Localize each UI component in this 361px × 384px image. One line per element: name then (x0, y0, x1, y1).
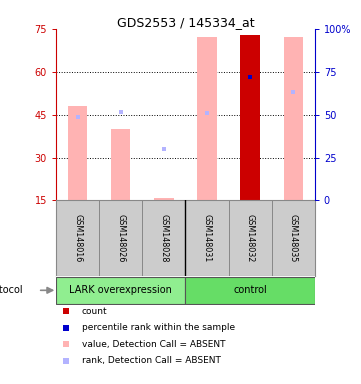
Text: LARK overexpression: LARK overexpression (69, 285, 172, 295)
Bar (154, 198, 174, 200)
Text: percentile rank within the sample: percentile rank within the sample (82, 323, 235, 332)
Bar (111, 129, 130, 200)
Text: GSM148032: GSM148032 (245, 214, 255, 262)
Bar (142, 200, 186, 276)
Text: control: control (233, 285, 267, 295)
Bar (186, 200, 229, 276)
Text: protocol: protocol (0, 285, 22, 295)
Bar (68, 106, 87, 200)
Text: GSM148016: GSM148016 (73, 214, 82, 262)
Text: GSM148031: GSM148031 (203, 214, 212, 262)
Text: GSM148035: GSM148035 (289, 214, 298, 262)
Text: GSM148028: GSM148028 (159, 214, 168, 262)
Bar (56, 200, 99, 276)
Bar (283, 37, 303, 200)
Title: GDS2553 / 145334_at: GDS2553 / 145334_at (117, 16, 254, 29)
Text: value, Detection Call = ABSENT: value, Detection Call = ABSENT (82, 339, 225, 349)
Bar (229, 200, 271, 276)
Text: rank, Detection Call = ABSENT: rank, Detection Call = ABSENT (82, 356, 221, 365)
Bar (99, 200, 142, 276)
Bar (186, 277, 315, 304)
Text: GSM148026: GSM148026 (116, 214, 125, 262)
Bar (240, 35, 260, 200)
Bar (271, 200, 315, 276)
Text: count: count (82, 306, 108, 316)
Bar (56, 277, 186, 304)
Bar (197, 37, 217, 200)
